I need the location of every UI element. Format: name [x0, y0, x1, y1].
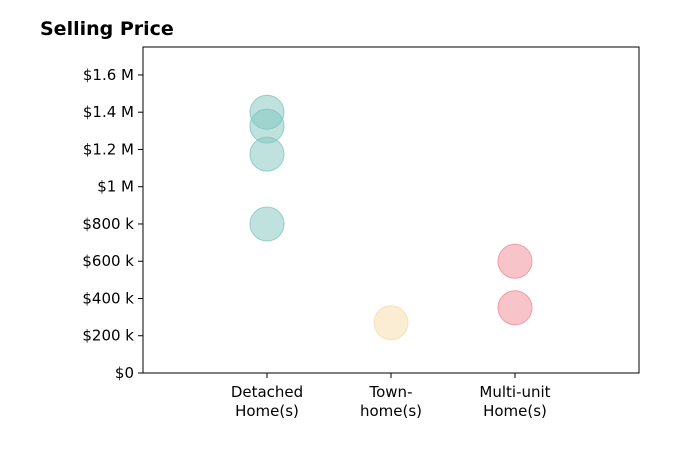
- y-tick-label: $400 k: [82, 289, 134, 307]
- chart-title: Selling Price: [40, 18, 174, 40]
- y-tick-label: $600 k: [82, 252, 134, 270]
- y-tick-label: $0: [115, 364, 134, 382]
- y-tick-label: $1.2 M: [83, 140, 134, 158]
- point: [497, 290, 533, 326]
- y-tick-label: $800 k: [82, 215, 134, 233]
- point: [373, 305, 409, 341]
- x-tick-label: Multi-unit Home(s): [479, 383, 550, 420]
- y-tick-label: $1 M: [97, 178, 134, 196]
- y-tick-label: $1.4 M: [83, 103, 134, 121]
- x-tick-label: Detached Home(s): [231, 383, 303, 420]
- y-tick-label: $1.6 M: [83, 66, 134, 84]
- y-tick-label: $200 k: [82, 327, 134, 345]
- point: [249, 206, 285, 242]
- x-tick-label: Town-home(s): [360, 383, 422, 420]
- point: [249, 136, 285, 172]
- point: [497, 243, 533, 279]
